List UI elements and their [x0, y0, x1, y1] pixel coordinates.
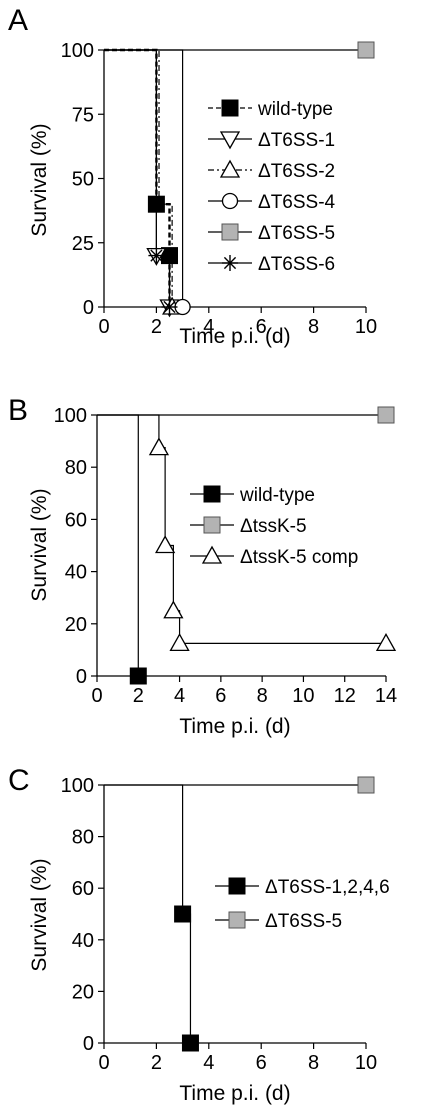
x-tick-label-a: 10	[355, 316, 377, 338]
y-tick-label-c: 80	[72, 827, 94, 849]
legend-label-a-3: ΔT6SS-4	[258, 192, 336, 213]
legend-label-a-0: wild-type	[257, 99, 333, 120]
x-axis-label-a: Time p.i. (d)	[179, 325, 290, 348]
data-point-b-2	[375, 633, 397, 652]
x-tick-label-b: 6	[215, 685, 226, 707]
x-tick-label-b: 4	[174, 685, 185, 707]
x-tick-label-b: 8	[257, 685, 268, 707]
x-tick-label-c: 6	[256, 1052, 267, 1074]
legend-marker-a-5	[222, 255, 238, 271]
y-tick-label-b: 20	[65, 614, 87, 636]
x-tick-label-c: 10	[355, 1052, 377, 1074]
data-point-b-2	[169, 633, 190, 652]
legend-label-b-2: ΔtssK-5 comp	[240, 547, 358, 568]
x-tick-label-c: 8	[308, 1052, 319, 1074]
y-tick-label-c: 20	[72, 981, 94, 1003]
data-point-a-0	[147, 195, 165, 213]
data-point-a-5	[161, 299, 178, 315]
y-tick-label-b: 100	[54, 405, 87, 427]
panel-a: A Time p.i. (d) Survival (%) 0 2 4 6 8 100255…	[8, 4, 377, 348]
panel-c: C Time p.i. (d) Survival (%) 0 2 4 6 8 100204…	[8, 764, 390, 1105]
y-tick-label-a: 25	[72, 233, 94, 255]
y-tick-label-b: 40	[65, 562, 87, 584]
series-line-a-3	[104, 49, 184, 307]
panel-letter-c: C	[8, 764, 30, 797]
data-point-b-2	[148, 437, 170, 456]
y-tick-label-c: 60	[72, 878, 94, 900]
legend-label-a-5: ΔT6SS-6	[258, 254, 335, 275]
legend-marker-a-4	[221, 223, 239, 241]
x-tick-label-a: 8	[308, 316, 319, 338]
x-tick-label-c: 4	[203, 1052, 214, 1074]
legend-label-a-4: ΔT6SS-5	[258, 223, 335, 244]
data-point-a-5-stroke	[163, 300, 176, 314]
data-point-b-0	[129, 667, 147, 685]
y-tick-label-a: 0	[83, 297, 94, 319]
legend-marker-c-1	[228, 911, 246, 929]
legend-marker-a-2	[219, 159, 241, 178]
legend-marker-a-5-stroke	[223, 256, 237, 270]
data-point-b-2	[155, 535, 176, 554]
legend-label-c-0: ΔT6SS-1,2,4,6	[265, 877, 390, 898]
series-line-a-2	[104, 49, 173, 307]
x-axis-label-c: Time p.i. (d)	[179, 1082, 290, 1105]
x-tick-label-b: 14	[375, 685, 397, 707]
y-axis-label-a: Survival (%)	[28, 123, 51, 236]
series-line-a-1	[104, 49, 171, 307]
legend-label-a-2: ΔT6SS-2	[258, 161, 335, 182]
data-point-b-1	[377, 406, 395, 424]
series-line-a-5	[104, 49, 171, 307]
x-tick-label-a: 6	[256, 316, 267, 338]
panel-b: B Time p.i. (d) Survival (%) 0 2 4 6 8 10 12 14…	[8, 394, 397, 738]
data-point-c-0	[181, 1034, 199, 1052]
x-tick-label-c: 2	[151, 1052, 162, 1074]
legend-label-b-1: ΔtssK-5	[240, 516, 307, 537]
series-line-a-0	[104, 48, 171, 307]
y-tick-label-a: 100	[61, 40, 94, 62]
x-tick-label-a: 4	[203, 316, 214, 338]
legend-marker-a-3	[221, 192, 239, 210]
legend-label-b-0: wild-type	[239, 485, 315, 506]
x-tick-label-b: 12	[334, 685, 356, 707]
data-point-a-4	[357, 41, 375, 59]
legend-marker-a-1	[219, 131, 241, 150]
y-tick-label-c: 0	[83, 1033, 94, 1055]
legend-marker-b-2	[201, 545, 223, 564]
panel-letter-b: B	[8, 394, 28, 427]
legend-marker-a-0	[221, 99, 239, 117]
legend-marker-c-0	[228, 877, 246, 895]
y-axis-label-c: Survival (%)	[28, 858, 51, 971]
legend-marker-b-0	[203, 485, 221, 503]
panel-letter-a: A	[8, 4, 28, 37]
legend-label-a-1: ΔT6SS-1	[258, 130, 335, 151]
x-tick-label-b: 0	[91, 685, 102, 707]
data-point-c-1	[357, 776, 375, 794]
data-point-a-5-stroke	[150, 249, 163, 262]
y-tick-label-b: 80	[65, 457, 87, 479]
plot-area-a: 0 2 4 6 8 100255075100wild-typeΔT6SS-1ΔT6SS-2…	[61, 40, 378, 338]
plot-area-b: 0 2 4 6 8 10 12 14 0 20 40 60 80 100 wild-type ΔtssK-5 Δ…	[54, 405, 398, 707]
x-tick-label-a: 2	[151, 316, 162, 338]
x-tick-label-b: 10	[292, 685, 314, 707]
y-tick-label-b: 60	[65, 509, 87, 531]
y-tick-label-c: 100	[61, 775, 94, 797]
legend-marker-b-1	[203, 516, 221, 534]
x-tick-label-c: 0	[98, 1052, 109, 1074]
y-tick-label-b: 0	[76, 666, 87, 688]
y-axis-label-b: Survival (%)	[28, 488, 51, 601]
data-point-c-0	[174, 905, 192, 923]
legend-label-c-1: ΔT6SS-5	[265, 911, 342, 932]
x-axis-label-b: Time p.i. (d)	[179, 715, 290, 738]
y-tick-label-a: 75	[72, 104, 94, 126]
data-point-a-5	[148, 247, 165, 264]
x-tick-label-b: 2	[133, 685, 144, 707]
y-tick-label-c: 40	[72, 930, 94, 952]
data-point-b-2	[163, 600, 184, 619]
series-line-b-0	[97, 414, 139, 676]
y-tick-label-a: 50	[72, 169, 94, 191]
x-tick-label-a: 0	[98, 316, 109, 338]
